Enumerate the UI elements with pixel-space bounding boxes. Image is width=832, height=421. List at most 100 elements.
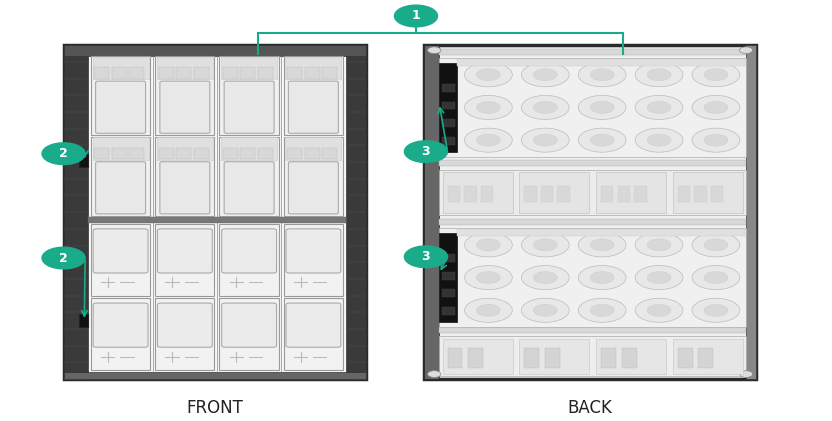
Circle shape <box>394 5 438 27</box>
Bar <box>284 224 343 296</box>
FancyBboxPatch shape <box>157 303 212 347</box>
Bar <box>94 148 109 159</box>
Bar <box>694 186 706 202</box>
Text: BACK: BACK <box>567 399 612 417</box>
Bar <box>519 172 589 213</box>
FancyBboxPatch shape <box>224 162 274 214</box>
Bar <box>258 67 273 79</box>
Bar <box>541 186 553 202</box>
Circle shape <box>692 233 740 257</box>
Circle shape <box>464 298 513 322</box>
Bar <box>677 348 692 368</box>
Bar <box>442 254 455 262</box>
Bar <box>221 138 277 160</box>
Circle shape <box>477 239 500 251</box>
Circle shape <box>590 304 614 316</box>
Circle shape <box>635 128 683 152</box>
Circle shape <box>578 128 626 152</box>
Bar <box>634 186 646 202</box>
Bar <box>287 148 302 159</box>
Bar <box>111 148 126 159</box>
Bar <box>285 57 341 80</box>
Bar <box>156 56 215 135</box>
Bar <box>176 148 191 159</box>
Bar <box>94 67 109 79</box>
Circle shape <box>464 128 513 152</box>
Bar <box>176 67 191 79</box>
Circle shape <box>477 272 500 284</box>
Circle shape <box>647 69 671 81</box>
Bar <box>322 148 337 159</box>
Bar <box>156 298 215 370</box>
Circle shape <box>578 233 626 257</box>
FancyBboxPatch shape <box>160 81 210 133</box>
Circle shape <box>704 304 728 316</box>
Bar <box>129 148 145 159</box>
Circle shape <box>635 233 683 257</box>
Bar <box>439 336 746 376</box>
Bar <box>63 45 88 379</box>
Bar <box>698 348 713 368</box>
Circle shape <box>647 101 671 113</box>
Text: 1: 1 <box>412 10 420 22</box>
FancyBboxPatch shape <box>289 162 339 214</box>
Bar <box>220 298 279 370</box>
Circle shape <box>522 128 569 152</box>
Circle shape <box>647 134 671 146</box>
FancyBboxPatch shape <box>224 81 274 133</box>
Circle shape <box>428 47 441 53</box>
Text: 2: 2 <box>59 251 68 264</box>
Circle shape <box>704 134 728 146</box>
Circle shape <box>522 96 569 120</box>
Circle shape <box>740 47 753 53</box>
Circle shape <box>590 239 614 251</box>
Circle shape <box>692 128 740 152</box>
Text: 3: 3 <box>422 145 430 158</box>
Bar <box>622 348 636 368</box>
Bar <box>545 348 560 368</box>
Circle shape <box>647 272 671 284</box>
Bar <box>442 272 455 280</box>
Circle shape <box>647 304 671 316</box>
Bar <box>156 224 215 296</box>
Bar <box>442 137 455 145</box>
Bar <box>111 67 126 79</box>
Bar <box>746 45 756 379</box>
Bar <box>519 338 589 374</box>
Circle shape <box>522 266 569 290</box>
FancyBboxPatch shape <box>93 229 148 273</box>
FancyBboxPatch shape <box>221 303 276 347</box>
Bar <box>524 348 539 368</box>
Bar <box>194 67 209 79</box>
Circle shape <box>578 96 626 120</box>
Bar <box>481 186 493 202</box>
Circle shape <box>464 63 513 87</box>
Bar <box>322 67 337 79</box>
Bar <box>468 348 483 368</box>
Bar <box>63 45 366 56</box>
Bar <box>557 186 570 202</box>
Bar <box>424 45 439 379</box>
Bar <box>129 67 145 79</box>
Bar <box>711 186 723 202</box>
Bar <box>91 298 151 370</box>
Bar <box>63 372 366 379</box>
Bar <box>448 348 463 368</box>
Bar <box>442 101 455 109</box>
Circle shape <box>704 101 728 113</box>
Bar <box>439 327 746 333</box>
Bar <box>305 148 319 159</box>
FancyBboxPatch shape <box>289 81 339 133</box>
Circle shape <box>635 63 683 87</box>
Bar <box>258 148 273 159</box>
Bar <box>92 57 149 80</box>
Circle shape <box>464 266 513 290</box>
Circle shape <box>692 96 740 120</box>
Circle shape <box>578 298 626 322</box>
Bar <box>63 45 366 379</box>
Circle shape <box>704 69 728 81</box>
Bar <box>159 67 174 79</box>
FancyBboxPatch shape <box>96 81 146 133</box>
Bar <box>157 57 213 80</box>
FancyBboxPatch shape <box>96 162 146 214</box>
